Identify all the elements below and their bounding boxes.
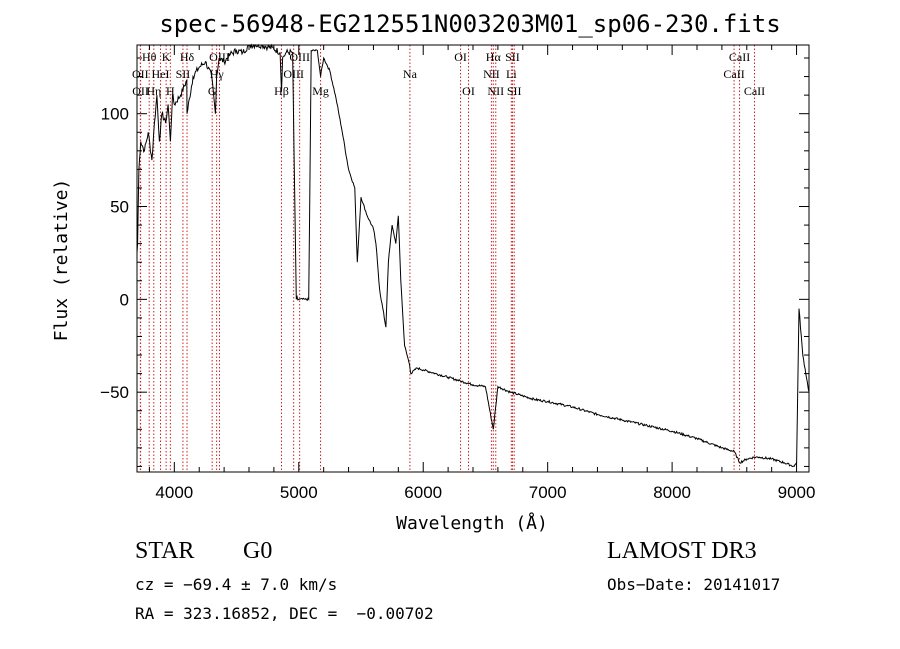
spectral-line-label: NII [483,67,500,81]
spectral-line-label: OI [454,50,467,64]
spectral-line-label: H [166,84,175,98]
x-tick-label: 9000 [778,483,816,502]
spectral-line-label: SII [507,84,522,98]
x-tick-label: 6000 [404,483,442,502]
y-tick-label: −50 [100,383,129,402]
y-axis-ticks: −50 0 50 100 [100,57,809,467]
x-axis-label: Wavelength (Å) [396,512,548,534]
object-type: STAR [135,538,195,564]
spectral-line-label: Li [506,67,517,81]
y-tick-label: 100 [101,105,129,124]
spectral-line-label: Na [403,67,418,81]
y-axis-label: Flux (relative) [51,179,72,342]
object-subclass: G0 [243,538,273,564]
spectral-line-label: K [162,50,171,64]
survey-name: LAMOST DR3 [607,538,757,564]
x-tick-label: 8000 [653,483,691,502]
spectral-line-label: OIII [283,67,304,81]
spectral-line-label: OII [132,67,149,81]
x-axis-ticks: 4000 5000 6000 7000 8000 9000 [148,45,816,502]
spectral-line-label: NII [487,84,504,98]
spectral-line-label: OI [462,84,475,98]
spectral-line-markers [139,45,755,472]
spectral-line-label: Hδ [180,50,195,64]
spectral-line-label: OIII [209,50,230,64]
spectral-line-label: Mg [312,84,329,98]
coordinates: RA = 323.16852, DEC = −0.00702 [135,604,434,623]
spectral-line-label: OII [132,84,149,98]
spectrum-line [136,43,810,468]
spectral-line-label: CaII [729,50,750,64]
spectral-line-label: SII [505,50,520,64]
spectral-line-label: SII [176,67,191,81]
spectral-line-label: CaII [744,84,765,98]
x-tick-label: 7000 [529,483,567,502]
x-tick-label: 4000 [155,483,193,502]
observation-date: Obs−Date: 20141017 [607,575,781,594]
redshift-velocity: cz = −69.4 ± 7.0 km/s [135,575,338,594]
plot-frame [136,44,810,473]
y-tick-label: 50 [110,198,129,217]
spectral-line-label: HeI [152,67,170,81]
spectral-line-label: CaII [723,67,744,81]
chart-title: spec-56948-EG212551N003203M01_sp06-230.f… [159,10,780,38]
spectral-line-label: OIII [289,50,310,64]
y-tick-label: 0 [120,290,129,309]
x-tick-label: 5000 [280,483,318,502]
spectral-line-label: Hθ [142,50,157,64]
spectral-line-label: Hα [486,50,502,64]
spectral-line-label: Hη [146,84,161,98]
spectral-line-label: G [208,84,217,98]
